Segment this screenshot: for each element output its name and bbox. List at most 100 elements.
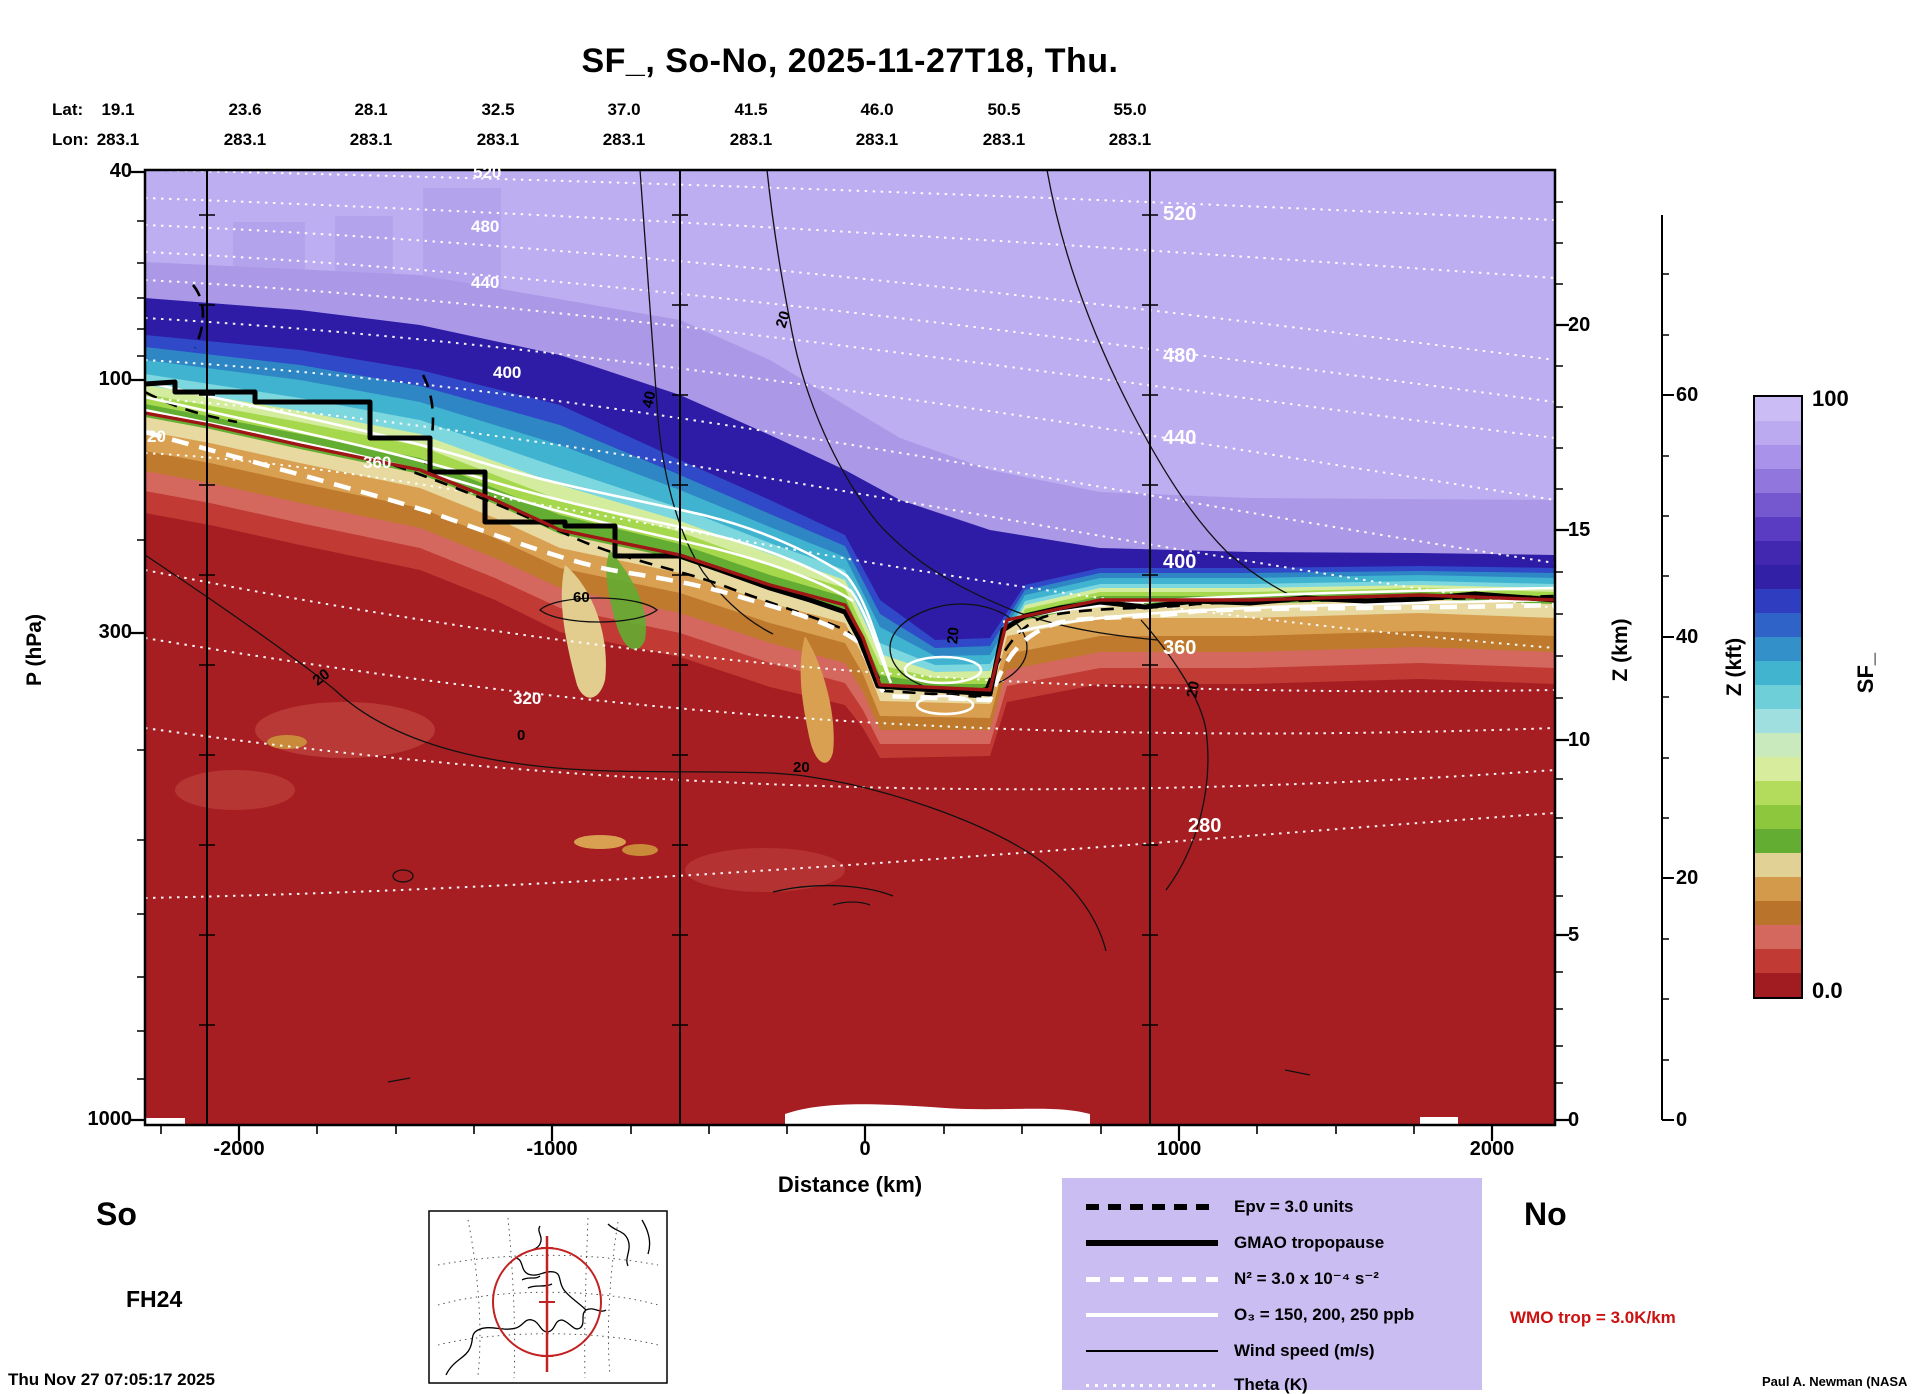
zkft-tick: 40 [1676,626,1699,648]
lon-value: 283.1 [96,130,140,149]
wind-label: 20 [793,759,810,776]
generation-timestamp: Thu Nov 27 07:05:17 2025 [8,1370,215,1389]
page-title: SF_, So-No, 2025-11-27T18, Thu. [581,42,1119,80]
theta-label: 400 [493,363,522,382]
axis-ticks [131,170,1569,1141]
plot-frame [143,168,1557,1127]
theta-label: 360 [1163,637,1197,659]
zkm-tick: 20 [1568,314,1591,336]
lat-value: 23.6 [228,100,262,119]
legend-item-epv: Epv = 3.0 units [1062,1192,1482,1222]
zkm-tick: 15 [1568,519,1591,541]
legend-item-n2: N² = 3.0 x 10⁻⁴ s⁻² [1062,1264,1482,1294]
lat-value: 37.0 [607,100,641,119]
forecast-hour-label: FH24 [126,1286,183,1312]
legend-label: GMAO tropopause [1234,1233,1385,1252]
legend-label: N² = 3.0 x 10⁻⁴ s⁻² [1234,1269,1379,1288]
zkm-tick: 10 [1568,729,1591,751]
locator-map [428,1210,668,1384]
wind-label: 0 [517,727,526,744]
wind-line-swatch [1086,1350,1218,1352]
zkm-tick: 5 [1568,924,1580,946]
distance-axis-label: Distance (km) [777,1172,923,1197]
theta-label: 480 [471,217,500,236]
colorbar-min: 0.0 [1812,978,1843,1003]
pressure-tick: 40 [109,160,132,182]
lat-value: 46.0 [860,100,894,119]
zkft-tick: 20 [1676,867,1699,889]
theta-label: 280 [1188,815,1222,837]
theta-label: 520 [1163,203,1197,225]
lat-value: 55.0 [1113,100,1147,119]
gmao-line-swatch [1086,1240,1218,1246]
wind-label: 60 [573,589,590,606]
theta-label: 440 [471,273,500,292]
distance-tick: 2000 [1469,1138,1515,1160]
o3-line-swatch [1086,1313,1218,1317]
pressure-tick: 300 [98,621,132,643]
lon-value: 283.1 [602,130,646,149]
zkm-axis-label: Z (km) [1609,618,1632,682]
sf-filled-contours [145,170,1555,1125]
distance-tick: 1000 [1156,1138,1202,1160]
wind-label: 20 [1183,679,1204,700]
distance-tick: 0 [859,1138,871,1160]
wind-speed-contours [144,169,1311,1083]
epv-line-swatch [1086,1204,1218,1210]
waypoint-lines [199,170,1158,1125]
wind-label: 40 [639,389,660,410]
lon-value: 283.1 [982,130,1026,149]
distance-tick: -2000 [213,1138,265,1160]
legend-label: Theta (K) [1234,1375,1308,1394]
zkft-tick: 60 [1676,384,1699,406]
legend-item-o3: O₃ = 150, 200, 250 ppb [1062,1300,1482,1330]
theta-label: 400 [1163,551,1197,573]
legend-item-gmao: GMAO tropopause [1062,1228,1482,1258]
legend-box: Epv = 3.0 units GMAO tropopause N² = 3.0… [1062,1178,1482,1394]
credit-line: Paul A. Newman (NASA [1762,1374,1908,1389]
theta-label: 360 [363,453,392,472]
zkft-axis [1661,215,1674,1121]
lon-value: 283.1 [729,130,773,149]
legend-label: Wind speed (m/s) [1234,1341,1375,1360]
theta-label: 440 [1163,427,1197,449]
lon-value: 283.1 [223,130,267,149]
legend-label: Epv = 3.0 units [1234,1197,1354,1216]
lon-value: 283.1 [476,130,520,149]
lon-row-label: Lon: [52,130,89,149]
section-start-label: So [96,1196,137,1232]
theta-label: 520 [473,163,502,182]
colorbar-max: 100 [1812,386,1849,411]
pressure-tick: 100 [98,368,132,390]
wind-label: 20 [944,626,963,645]
lon-value: 283.1 [1108,130,1152,149]
coastlines [445,1219,651,1376]
theta-label: 320 [513,689,542,708]
colorbar [1753,395,1803,999]
lon-value: 283.1 [349,130,393,149]
zkft-tick: 0 [1676,1109,1688,1131]
lat-value: 41.5 [734,100,768,119]
theta-label: 480 [1163,345,1197,367]
lat-value: 32.5 [481,100,515,119]
theta-line-swatch [1086,1383,1218,1387]
n2-line-swatch [1086,1276,1218,1282]
legend-item-theta: Theta (K) [1062,1370,1482,1394]
pressure-axis-label: P (hPa) [23,614,46,686]
cross-section-plot: 520 480 440 400 360 320 20 520 480 440 4… [131,164,1674,1141]
lat-row-label: Lat: [52,100,84,119]
legend-item-wind: Wind speed (m/s) [1062,1336,1482,1366]
section-end-label: No [1524,1196,1567,1232]
wmo-trop-note: WMO trop = 3.0K/km [1510,1308,1676,1327]
zkm-tick: 0 [1568,1109,1580,1131]
colorbar-label: SF_ [1853,652,1878,694]
lon-value: 283.1 [855,130,899,149]
lat-value: 28.1 [354,100,388,119]
zkft-axis-label: Z (kft) [1723,637,1746,697]
legend-label: O₃ = 150, 200, 250 ppb [1234,1305,1415,1324]
theta-label: 20 [147,427,166,446]
lat-value: 19.1 [101,100,135,119]
distance-tick: -1000 [526,1138,578,1160]
pressure-tick: 1000 [87,1108,133,1130]
